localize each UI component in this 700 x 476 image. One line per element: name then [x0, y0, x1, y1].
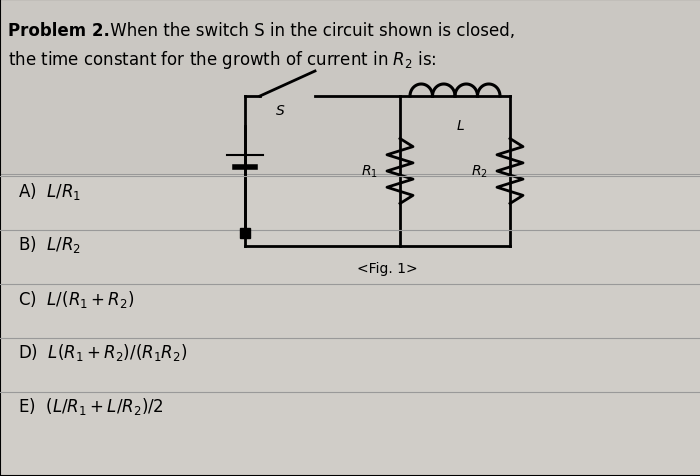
- Text: $R_1$: $R_1$: [361, 163, 378, 180]
- Text: $L$: $L$: [456, 119, 464, 133]
- Bar: [0, 175, 700, 476]
- Text: Problem 2.: Problem 2.: [8, 22, 110, 40]
- Text: When the switch S in the circuit shown is closed,: When the switch S in the circuit shown i…: [105, 22, 515, 40]
- Text: D)  $L(R_1+R_2)/(R_1R_2)$: D) $L(R_1+R_2)/(R_1R_2)$: [18, 342, 188, 363]
- Text: S: S: [276, 104, 284, 118]
- Text: <Fig. 1>: <Fig. 1>: [357, 261, 418, 276]
- Text: $R_2$: $R_2$: [471, 163, 488, 180]
- Text: E)  $(L/R_1+L/R_2)/2$: E) $(L/R_1+L/R_2)/2$: [18, 396, 164, 416]
- Text: C)  $L/(R_1+R_2)$: C) $L/(R_1+R_2)$: [18, 288, 134, 309]
- Text: B)  $L/R_2$: B) $L/R_2$: [18, 234, 81, 255]
- Text: the time constant for the growth of current in $R_2$ is:: the time constant for the growth of curr…: [8, 49, 437, 71]
- Bar: [240, 228, 250, 238]
- Text: A)  $L/R_1$: A) $L/R_1$: [18, 180, 81, 201]
